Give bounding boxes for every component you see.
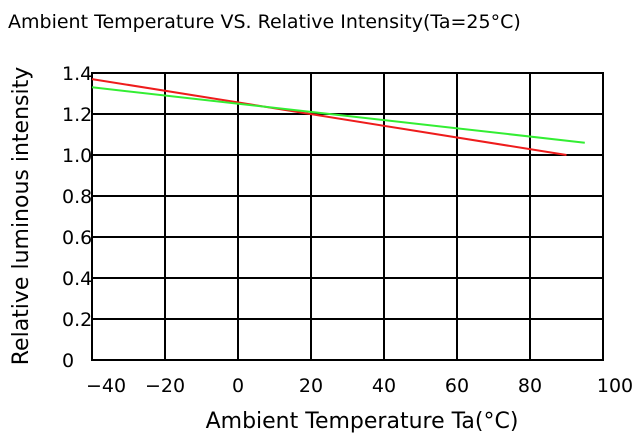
x-tick-label: 0 (232, 375, 244, 397)
x-tick-label: 80 (518, 375, 542, 397)
y-tick-label: 0.6 (62, 227, 92, 249)
x-tick-label: 100 (597, 375, 633, 397)
y-tick-label: 0 (62, 350, 74, 372)
x-tick-label: 20 (299, 375, 323, 397)
y-tick-label: 0.4 (62, 268, 92, 290)
y-tick-label: 1.4 (62, 63, 92, 85)
grid (91, 72, 604, 361)
y-tick-label: 0.2 (62, 309, 92, 331)
x-tick-labels: −40 −20 0 20 40 60 80 100 (86, 375, 633, 397)
series-group (91, 78, 585, 156)
y-axis-label: Relative luminous intensity (9, 67, 34, 366)
chart-title: Ambient Temperature VS. Relative Intensi… (8, 11, 521, 33)
x-tick-label: −20 (145, 375, 185, 397)
y-tick-label: 1.2 (62, 104, 92, 126)
series-line-2 (91, 86, 585, 144)
x-axis-label: Ambient Temperature Ta(°C) (206, 409, 519, 434)
x-tick-label: 40 (372, 375, 396, 397)
x-tick-label: 60 (445, 375, 469, 397)
y-tick-label: 1.0 (62, 145, 92, 167)
y-tick-labels: 0 0.2 0.4 0.6 0.8 1.0 1.2 1.4 (62, 63, 92, 372)
plot-frame (91, 72, 604, 361)
y-tick-label: 0.8 (62, 186, 92, 208)
series-line-1 (91, 78, 567, 156)
x-tick-label: −40 (86, 375, 126, 397)
